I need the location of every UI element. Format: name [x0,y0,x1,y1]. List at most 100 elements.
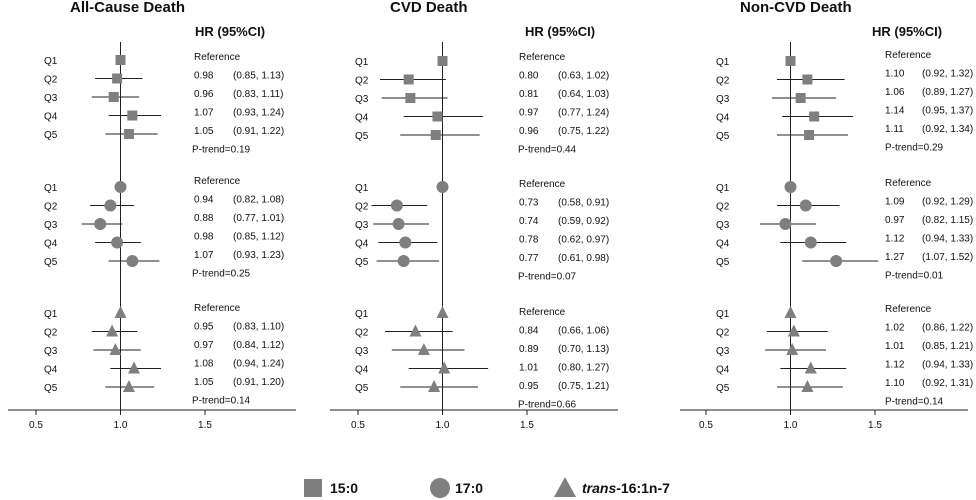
series-group: Q1 Q2 Q3 Q4 Q5 Reference 0.84 (0.66, 1.06) 0.89 (… [355,306,609,411]
hr-marker [430,130,441,140]
ci-interval: (0.70, 1.13) [558,344,609,355]
quintile-label: Q5 [716,257,730,268]
quintile-label: Q2 [355,76,369,87]
hr-value: Reference [194,176,241,187]
hr-marker [436,181,449,193]
series-group: Q1 Q2 Q3 Q4 Q5 Reference 0.94 (0.82, 1.08) 0.88 (… [44,176,284,280]
ci-interval: (1.07, 1.52) [922,252,973,263]
hr-value: 1.02 [885,323,905,334]
ci-interval: (0.92, 1.29) [922,197,973,208]
panel-title: CVD Death [390,0,468,16]
hr-marker [403,74,414,85]
hr-marker [122,380,135,392]
hr-marker [437,56,448,66]
hr-marker [799,199,812,212]
legend-label-text: -16:1n-7 [616,480,670,496]
hr-marker [809,111,820,122]
hr-value: 1.10 [885,378,905,389]
legend-label-text: 15:0 [330,480,358,496]
hr-marker [127,110,138,121]
quintile-label: Q5 [716,131,730,142]
x-tick-label: 0.5 [699,420,713,431]
ci-interval: (0.92, 1.32) [922,69,973,80]
quintile-label: Q5 [355,257,369,268]
x-tick-label: 1.0 [784,420,798,431]
p-trend: P-trend=0.07 [518,272,577,283]
quintile-label: Q2 [716,76,730,87]
x-tick-label: 0.5 [351,420,365,431]
quintile-label: Q2 [716,202,730,213]
series-group: Q1 Q2 Q3 Q4 Q5 Reference 0.95 (0.83, 1.10) 0.97 (… [44,303,284,407]
quintile-label: Q3 [44,346,58,357]
hr-value: 1.05 [194,377,214,388]
hr-value: Reference [194,52,241,63]
hr-marker [432,111,443,122]
hr-value: 0.73 [519,198,539,209]
quintile-label: Q5 [716,383,730,394]
ci-interval: (0.83, 1.11) [233,89,283,100]
quintile-label: Q3 [355,94,369,105]
p-trend: P-trend=0.14 [192,396,251,407]
quintile-label: Q2 [355,202,369,213]
hr-value: Reference [519,52,566,63]
quintile-label: Q5 [44,383,58,394]
legend-triangle-icon [554,477,576,497]
hr-marker [392,218,405,230]
hr-marker [108,92,119,102]
hr-value: 0.96 [519,126,539,137]
series-group: Q1 Q2 Q3 Q4 Q5 Reference 1.10 (0.92, 1.32) 1.06 (… [716,50,973,154]
ci-interval: (0.94, 1.33) [922,234,973,245]
quintile-label: Q4 [716,113,730,124]
hr-marker [787,324,800,337]
hr-column-header: HR (95%CI) [195,24,265,39]
legend-square-icon [304,479,322,497]
hr-marker [390,199,403,212]
ci-interval: (0.77, 1.01) [233,213,284,224]
x-tick-label: 1.5 [868,420,882,431]
p-trend: P-trend=0.29 [885,143,944,154]
hr-marker [428,380,441,392]
hr-value: 0.95 [194,322,214,333]
ci-interval: (0.94, 1.24) [233,359,284,370]
hr-marker [114,306,127,318]
hr-value: 1.01 [885,341,905,352]
p-trend: P-trend=0.44 [518,145,577,156]
quintile-label: Q2 [44,75,58,86]
hr-value: 1.08 [194,359,214,370]
quintile-label: Q2 [44,202,58,213]
ci-interval: (0.93, 1.24) [233,108,284,119]
series-group: Q1 Q2 Q3 Q4 Q5 Reference 0.80 (0.63, 1.02) 0.81 (… [355,52,609,156]
quintile-label: Q3 [355,346,369,357]
ci-interval: (0.92, 1.34) [922,124,973,135]
quintile-label: Q5 [355,383,369,394]
hr-value: 1.12 [885,234,905,245]
hr-value: 0.95 [519,381,539,392]
hr-marker [804,130,815,140]
quintile-label: Q4 [716,365,730,376]
p-trend: P-trend=0.01 [885,271,944,282]
ci-interval: (0.82, 1.15) [922,215,973,226]
quintile-label: Q3 [716,220,730,231]
hr-value: 1.05 [194,126,214,137]
ci-interval: (0.91, 1.22) [233,126,284,137]
quintile-label: Q3 [44,93,58,104]
quintile-label: Q5 [44,130,58,141]
hr-marker [801,380,814,392]
hr-marker [112,73,123,84]
legend-label: 15:0 [330,480,358,496]
hr-value: 0.74 [519,216,539,227]
legend-label: trans-16:1n-7 [582,480,670,496]
hr-marker [779,218,792,230]
legend-label-text: 17:0 [455,480,483,496]
quintile-label: Q3 [716,94,730,105]
hr-value: Reference [885,304,932,315]
hr-value: 1.14 [885,106,905,117]
ci-interval: (0.86, 1.22) [922,323,973,334]
quintile-label: Q5 [355,131,369,142]
hr-value: 1.10 [885,69,905,80]
quintile-label: Q1 [44,56,58,67]
ci-interval: (0.93, 1.23) [233,250,284,261]
hr-marker [115,55,126,65]
quintile-label: Q1 [716,309,730,320]
